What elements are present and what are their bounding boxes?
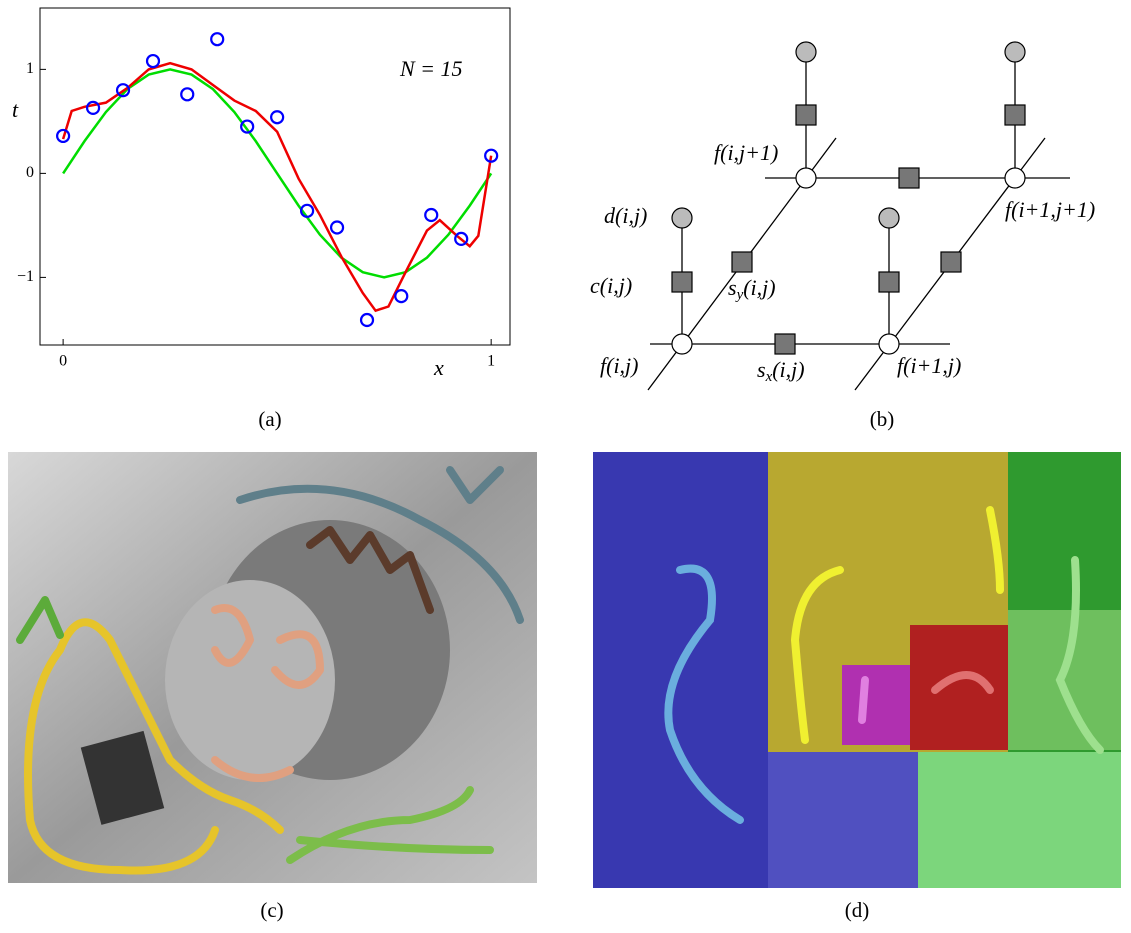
node-label: sx(i,j) bbox=[757, 357, 805, 385]
node-label: sy(i,j) bbox=[728, 275, 776, 303]
photo-region bbox=[910, 625, 1020, 750]
data-point bbox=[331, 221, 343, 233]
photo-region bbox=[1008, 610, 1121, 750]
data-point bbox=[395, 290, 407, 302]
data-point bbox=[181, 88, 193, 100]
data-point bbox=[147, 55, 159, 67]
y-tick-label: 0 bbox=[26, 164, 34, 181]
photo-region bbox=[918, 752, 1121, 888]
data-point bbox=[211, 33, 223, 45]
factor bbox=[796, 105, 816, 125]
node-label: f(i+1,j+1) bbox=[1005, 197, 1095, 222]
node-label: f(i+1,j) bbox=[897, 353, 961, 378]
hidden-node bbox=[1005, 168, 1025, 188]
factor bbox=[672, 272, 692, 292]
photo-d bbox=[593, 452, 1121, 888]
x-tick-label: 1 bbox=[487, 353, 495, 370]
label-base: s bbox=[728, 275, 737, 300]
observed-node bbox=[879, 208, 899, 228]
data-point bbox=[271, 111, 283, 123]
factor bbox=[775, 334, 795, 354]
caption: (b) bbox=[870, 407, 895, 431]
caption: (c) bbox=[260, 898, 283, 922]
photo-region bbox=[842, 665, 910, 745]
curve bbox=[63, 69, 491, 277]
x-tick-label: 0 bbox=[59, 353, 67, 370]
node-label: c(i,j) bbox=[590, 273, 632, 298]
curve bbox=[63, 63, 491, 311]
label-args: (i,j) bbox=[743, 275, 775, 300]
data-point bbox=[361, 314, 373, 326]
label-args: (i,j) bbox=[772, 357, 804, 382]
node-label: d(i,j) bbox=[604, 203, 647, 228]
hidden-node bbox=[879, 334, 899, 354]
factor bbox=[1005, 105, 1025, 125]
factor bbox=[941, 252, 961, 272]
caption: (a) bbox=[258, 407, 281, 431]
photo-region bbox=[768, 752, 918, 888]
x-axis-label: x bbox=[433, 355, 444, 380]
data-point bbox=[87, 102, 99, 114]
node-label: f(i,j) bbox=[600, 353, 639, 378]
observed-node bbox=[1005, 42, 1025, 62]
node-label: f(i,j+1) bbox=[714, 140, 778, 165]
scribble bbox=[862, 680, 865, 720]
caption: (d) bbox=[845, 898, 870, 922]
hidden-node bbox=[796, 168, 816, 188]
y-axis-label: t bbox=[12, 97, 19, 122]
factor bbox=[899, 168, 919, 188]
data-point bbox=[425, 209, 437, 221]
annotation: N = 15 bbox=[399, 56, 463, 81]
factor bbox=[732, 252, 752, 272]
figure: x t N = 15 −1 0 1 0 1 f(i,j+1) f(i+1,j+1) d(… bbox=[0, 0, 1131, 933]
label-base: s bbox=[757, 357, 766, 382]
factor bbox=[879, 272, 899, 292]
observed-node bbox=[672, 208, 692, 228]
diagram-panel: f(i,j+1) f(i+1,j+1) d(i,j) c(i,j) f(i,j)… bbox=[590, 42, 1095, 390]
observed-node bbox=[796, 42, 816, 62]
y-tick-label: 1 bbox=[26, 60, 34, 77]
photo-c bbox=[8, 452, 537, 883]
y-tick-label: −1 bbox=[17, 268, 34, 285]
chart-panel: x t N = 15 −1 0 1 0 1 bbox=[12, 8, 510, 380]
hidden-node bbox=[672, 334, 692, 354]
label-sub: y bbox=[735, 287, 744, 303]
